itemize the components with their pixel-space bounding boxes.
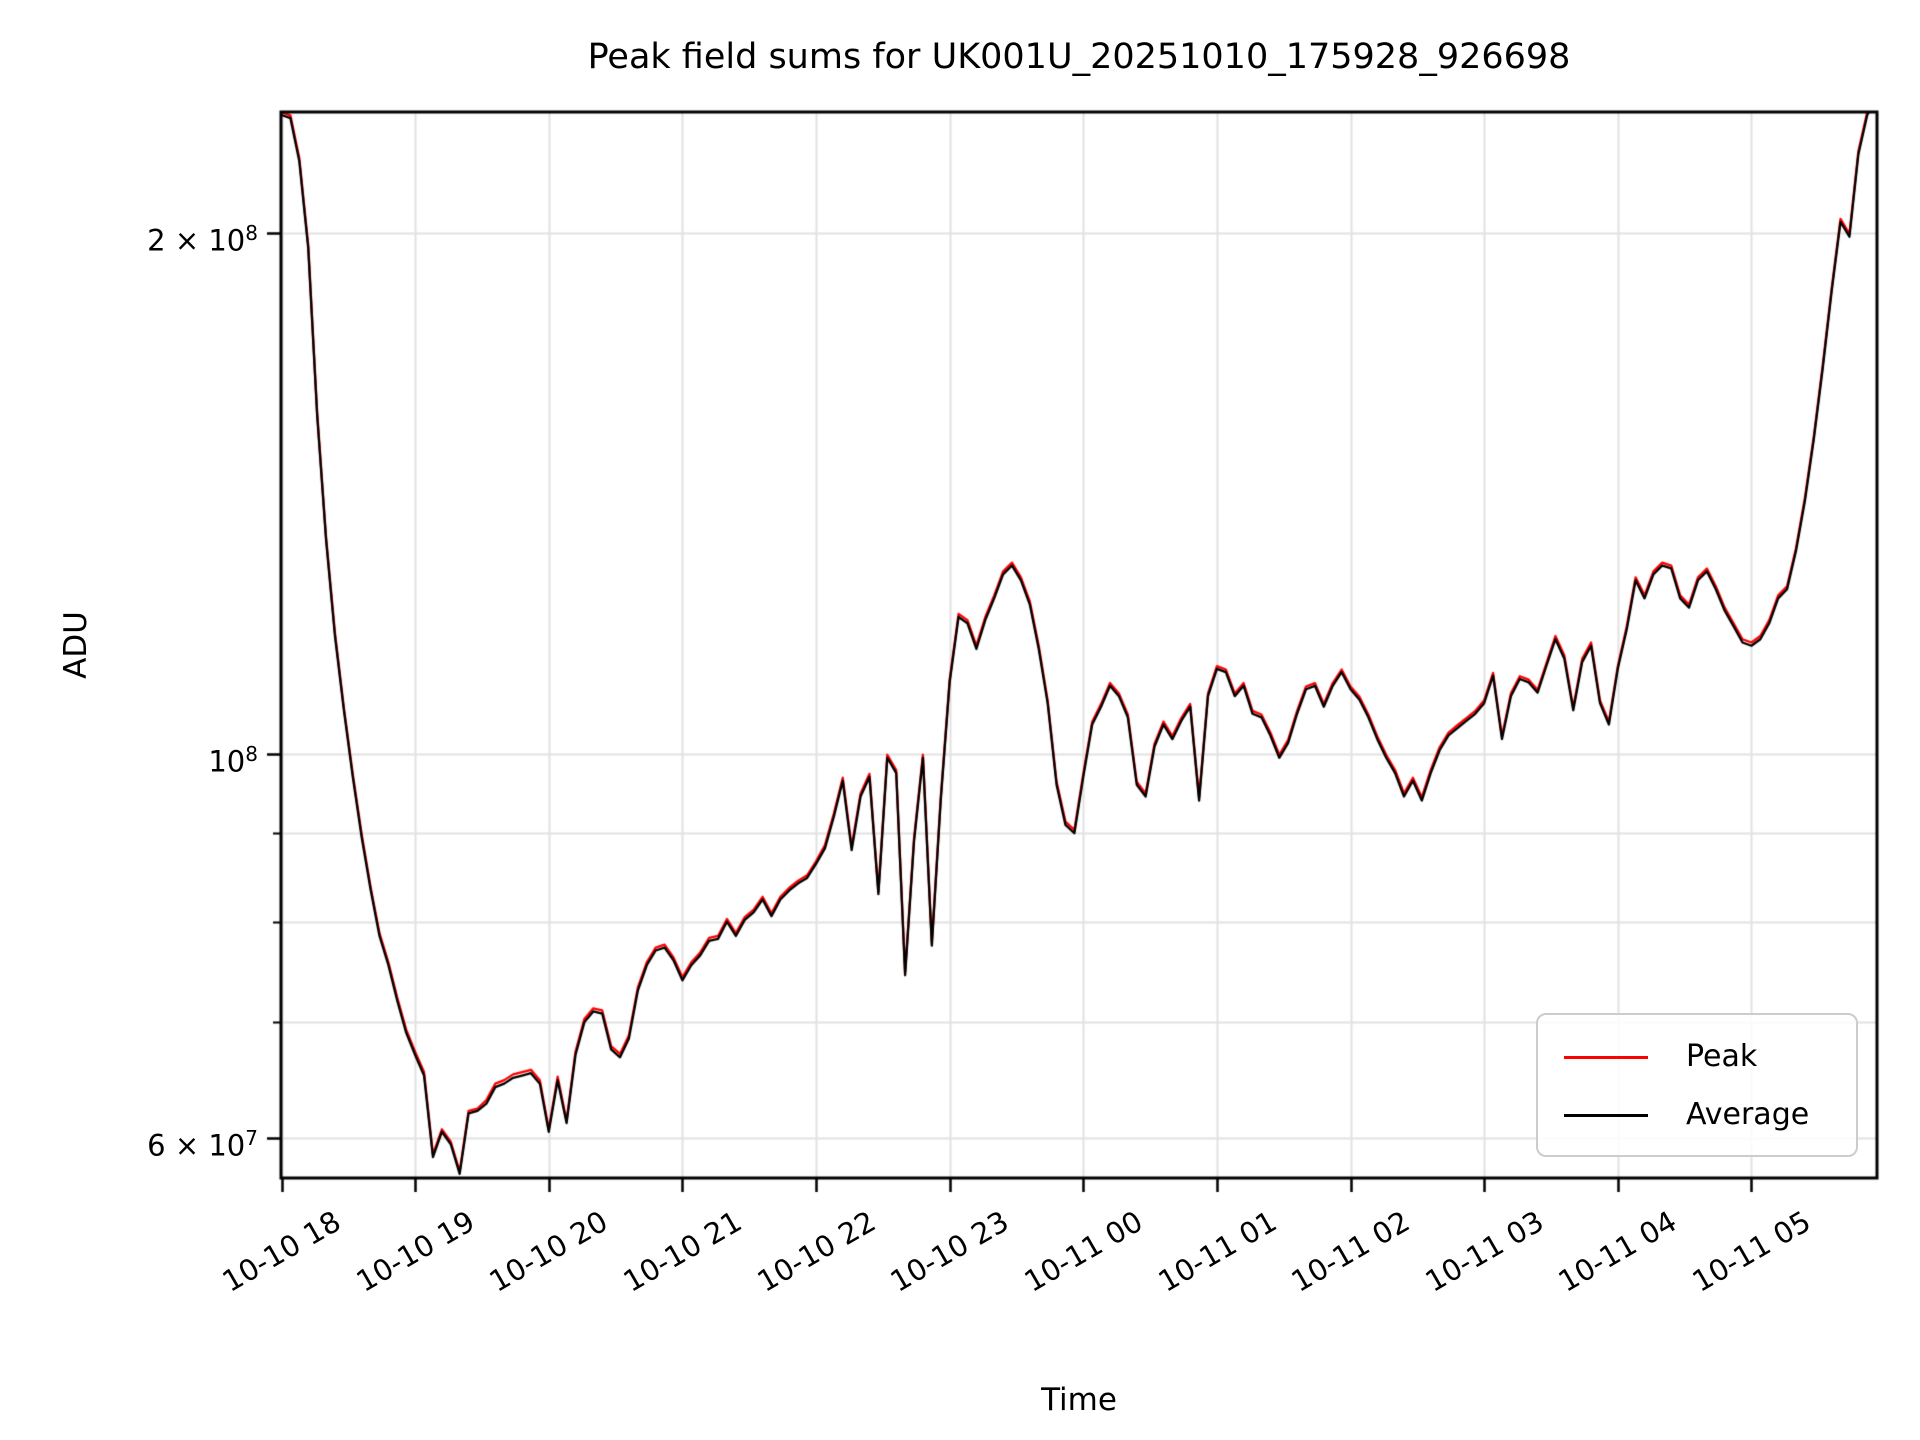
legend-label: Average	[1686, 1097, 1810, 1132]
y-tick-label: 2 × 108	[147, 221, 258, 258]
legend: Peak Average	[1536, 1013, 1858, 1157]
average-line-sample-icon	[1564, 1113, 1648, 1117]
y-tick-label: 6 × 107	[147, 1125, 258, 1163]
peak-line-sample-icon	[1564, 1055, 1648, 1059]
legend-item-peak: Peak	[1554, 1032, 1836, 1082]
legend-label: Peak	[1686, 1039, 1758, 1074]
x-axis-label: Time	[1041, 1382, 1117, 1418]
y-axis-label: ADU	[58, 611, 94, 679]
legend-item-average: Average	[1554, 1090, 1836, 1140]
y-tick-label: 108	[208, 742, 258, 779]
chart-title: Peak field sums for UK001U_20251010_1759…	[587, 37, 1571, 77]
